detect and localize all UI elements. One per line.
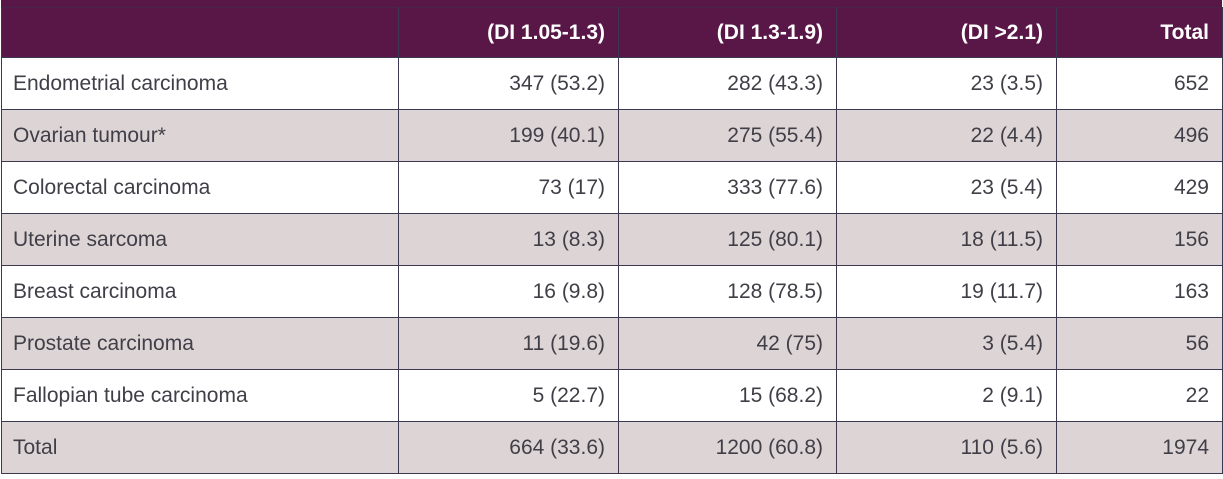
value-cell: 13 (8.3) (398, 213, 619, 266)
value-cell: 347 (53.2) (398, 57, 619, 110)
value-cell: 73 (17) (398, 161, 619, 214)
table-row-ovarian: Ovarian tumour* 199 (40.1) 275 (55.4) 22… (1, 109, 1223, 162)
column-header-di-1-3-1-9: (DI 1.3-1.9) (618, 7, 837, 58)
value-cell: 496 (1056, 109, 1223, 162)
value-cell: 22 (1056, 369, 1223, 422)
total-row: Total 664 (33.6) 1200 (60.8) 110 (5.6) 1… (1, 421, 1223, 474)
table-row-endometrial: Endometrial carcinoma 347 (53.2) 282 (43… (1, 57, 1223, 110)
value-cell: 1200 (60.8) (618, 421, 837, 474)
value-cell: 125 (80.1) (618, 213, 837, 266)
value-cell: 275 (55.4) (618, 109, 837, 162)
value-cell: 156 (1056, 213, 1223, 266)
value-cell: 42 (75) (618, 317, 837, 370)
column-header-total: Total (1056, 7, 1223, 58)
tumour-di-table: (DI 1.05-1.3) (DI 1.3-1.9) (DI >2.1) Tot… (1, 7, 1223, 474)
value-cell: 128 (78.5) (618, 265, 837, 318)
column-header-tumour-type (1, 7, 399, 58)
value-cell: 3 (5.4) (836, 317, 1057, 370)
row-label: Uterine sarcoma (1, 213, 399, 266)
value-cell: 199 (40.1) (398, 109, 619, 162)
value-cell: 16 (9.8) (398, 265, 619, 318)
table-row-fallopian: Fallopian tube carcinoma 5 (22.7) 15 (68… (1, 369, 1223, 422)
value-cell: 282 (43.3) (618, 57, 837, 110)
row-label: Endometrial carcinoma (1, 57, 399, 110)
column-header-di-1-05-1-3: (DI 1.05-1.3) (398, 7, 619, 58)
table-header: (DI 1.05-1.3) (DI 1.3-1.9) (DI >2.1) Tot… (1, 7, 1223, 58)
value-cell: 429 (1056, 161, 1223, 214)
value-cell: 56 (1056, 317, 1223, 370)
value-cell: 19 (11.7) (836, 265, 1057, 318)
value-cell: 664 (33.6) (398, 421, 619, 474)
table-body: Endometrial carcinoma 347 (53.2) 282 (43… (1, 57, 1223, 474)
value-cell: 15 (68.2) (618, 369, 837, 422)
header-row: (DI 1.05-1.3) (DI 1.3-1.9) (DI >2.1) Tot… (1, 7, 1223, 58)
column-header-di-gt-2-1: (DI >2.1) (836, 7, 1057, 58)
value-cell: 652 (1056, 57, 1223, 110)
table-row-colorectal: Colorectal carcinoma 73 (17) 333 (77.6) … (1, 161, 1223, 214)
value-cell: 1974 (1056, 421, 1223, 474)
row-label: Ovarian tumour* (1, 109, 399, 162)
table-row-uterine: Uterine sarcoma 13 (8.3) 125 (80.1) 18 (… (1, 213, 1223, 266)
value-cell: 2 (9.1) (836, 369, 1057, 422)
value-cell: 5 (22.7) (398, 369, 619, 422)
value-cell: 23 (5.4) (836, 161, 1057, 214)
header-top-bar (1, 0, 1222, 7)
row-label: Fallopian tube carcinoma (1, 369, 399, 422)
table-row-prostate: Prostate carcinoma 11 (19.6) 42 (75) 3 (… (1, 317, 1223, 370)
value-cell: 11 (19.6) (398, 317, 619, 370)
value-cell: 110 (5.6) (836, 421, 1057, 474)
table-row-breast: Breast carcinoma 16 (9.8) 128 (78.5) 19 … (1, 265, 1223, 318)
value-cell: 333 (77.6) (618, 161, 837, 214)
row-label: Colorectal carcinoma (1, 161, 399, 214)
value-cell: 163 (1056, 265, 1223, 318)
value-cell: 18 (11.5) (836, 213, 1057, 266)
row-label: Prostate carcinoma (1, 317, 399, 370)
value-cell: 23 (3.5) (836, 57, 1057, 110)
row-label: Breast carcinoma (1, 265, 399, 318)
value-cell: 22 (4.4) (836, 109, 1057, 162)
row-label: Total (1, 421, 399, 474)
